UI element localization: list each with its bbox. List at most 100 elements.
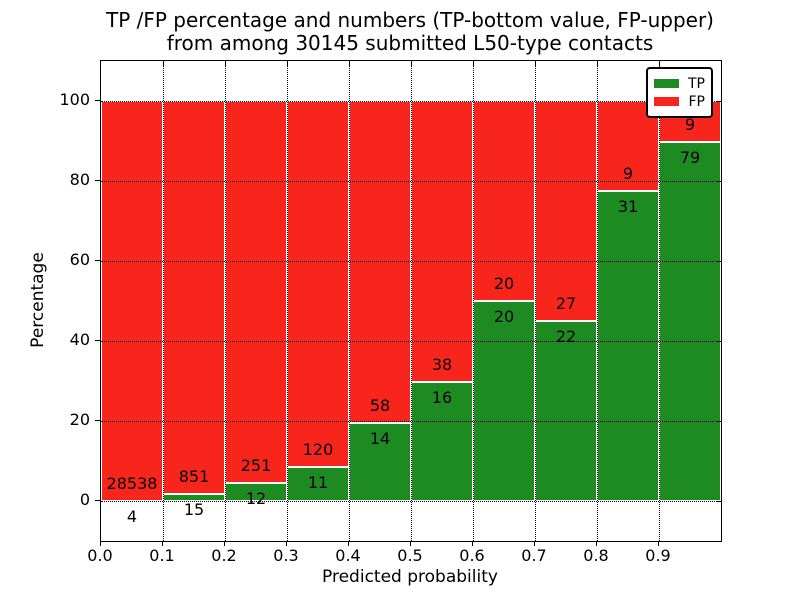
x-tick-label: 0.4 — [335, 546, 361, 565]
x-axis-tick — [348, 541, 349, 546]
gridline-vertical — [473, 61, 474, 541]
fp-count-label: 9 — [622, 164, 634, 183]
chart-title-line2: from among 30145 submitted L50-type cont… — [166, 31, 654, 55]
y-axis-tick — [95, 260, 100, 261]
y-tick-label: 0 — [79, 490, 90, 509]
fp-count-label: 851 — [178, 467, 210, 487]
tick-right — [716, 421, 721, 422]
chart-title: TP /FP percentage and numbers (TP-bottom… — [100, 9, 720, 55]
x-axis-tick — [286, 541, 287, 546]
tick-right — [716, 181, 721, 182]
x-tick-label: 0.1 — [149, 546, 175, 565]
tick-top — [411, 61, 412, 66]
x-tick-label: 0.8 — [583, 546, 609, 565]
tp-count-label: 4 — [126, 506, 138, 526]
bar-segment-fp — [349, 101, 411, 424]
tick-right — [716, 501, 721, 502]
bar-segment-fp — [101, 101, 163, 501]
tick-top — [349, 61, 350, 66]
gridline-horizontal — [101, 421, 721, 422]
gridline-vertical — [411, 61, 412, 541]
legend-item-fp: FP — [654, 93, 705, 110]
tick-top — [597, 61, 598, 66]
tp-count-label: 14 — [369, 429, 391, 449]
gridline-vertical — [225, 61, 226, 541]
fp-count-label: 38 — [431, 355, 453, 375]
x-tick-label: 0.5 — [397, 546, 423, 565]
x-tick-label: 0.7 — [521, 546, 547, 565]
x-tick-label: 0.6 — [459, 546, 485, 565]
bar-segment-tp — [659, 141, 721, 501]
y-axis-tick — [95, 100, 100, 101]
legend: TP FP — [646, 67, 713, 118]
legend-label-fp: FP — [688, 93, 706, 110]
y-tick-label: 100 — [59, 90, 90, 109]
y-tick-label: 80 — [69, 170, 90, 189]
gridline-vertical — [597, 61, 598, 541]
bar-segment-tp — [597, 191, 659, 501]
x-axis-tick — [100, 541, 101, 546]
x-tick-label: 0.3 — [273, 546, 299, 565]
x-axis-tick — [224, 541, 225, 546]
x-axis-tick — [658, 541, 659, 546]
bar-segment-tp — [411, 382, 473, 501]
bar-segment-fp — [411, 101, 473, 383]
x-axis-tick — [472, 541, 473, 546]
tp-count-label: 31 — [617, 197, 639, 216]
y-axis-tick — [95, 420, 100, 421]
fp-count-label: 9 — [684, 114, 696, 134]
gridline-horizontal — [101, 101, 721, 102]
fp-count-label: 28538 — [106, 473, 158, 493]
tick-top — [163, 61, 164, 66]
y-axis-tick — [95, 340, 100, 341]
fp-count-label: 27 — [555, 294, 577, 314]
gridline-vertical — [659, 61, 660, 541]
gridline-vertical — [163, 61, 164, 541]
x-axis-tick — [596, 541, 597, 546]
fp-count-label: 20 — [493, 274, 515, 293]
bar-segment-tp — [473, 301, 535, 501]
tick-right — [716, 101, 721, 102]
bar-segment-fp — [225, 101, 287, 483]
gridline-vertical — [349, 61, 350, 541]
tick-top — [535, 61, 536, 66]
y-tick-label: 40 — [69, 330, 90, 349]
gridline-horizontal — [101, 501, 721, 502]
x-tick-label: 0.2 — [211, 546, 237, 565]
y-axis-tick — [95, 180, 100, 181]
tp-count-label: 22 — [555, 327, 577, 347]
bar-segment-fp — [473, 101, 535, 301]
tick-top — [659, 61, 660, 66]
tp-count-label: 16 — [431, 388, 453, 408]
legend-swatch-fp — [654, 97, 679, 106]
fp-count-label: 58 — [369, 396, 391, 416]
x-axis-label: Predicted probability — [322, 567, 498, 587]
y-tick-label: 60 — [69, 250, 90, 269]
legend-item-tp: TP — [654, 75, 705, 92]
gridline-horizontal — [101, 341, 721, 342]
bar-segment-fp — [163, 101, 225, 495]
tp-count-label: 79 — [679, 147, 701, 167]
bar-segment-fp — [535, 101, 597, 322]
gridline-horizontal — [101, 181, 721, 182]
tp-count-label: 11 — [307, 473, 329, 493]
bar-segment-fp — [287, 101, 349, 468]
bar-segment-tp — [535, 321, 597, 501]
gridline-vertical — [535, 61, 536, 541]
y-axis-tick — [95, 500, 100, 501]
tick-top — [225, 61, 226, 66]
tick-top — [287, 61, 288, 66]
y-tick-label: 20 — [69, 410, 90, 429]
tick-right — [716, 341, 721, 342]
fp-count-label: 120 — [302, 440, 334, 460]
legend-swatch-tp — [654, 79, 679, 88]
y-axis-label: Percentage — [28, 252, 48, 348]
tp-count-label: 12 — [245, 488, 267, 508]
x-axis-tick — [534, 541, 535, 546]
legend-label-tp: TP — [688, 75, 705, 92]
chart-title-line1: TP /FP percentage and numbers (TP-bottom… — [106, 8, 714, 32]
tick-right — [716, 261, 721, 262]
fp-count-label: 251 — [240, 455, 272, 475]
gridline-horizontal — [101, 261, 721, 262]
